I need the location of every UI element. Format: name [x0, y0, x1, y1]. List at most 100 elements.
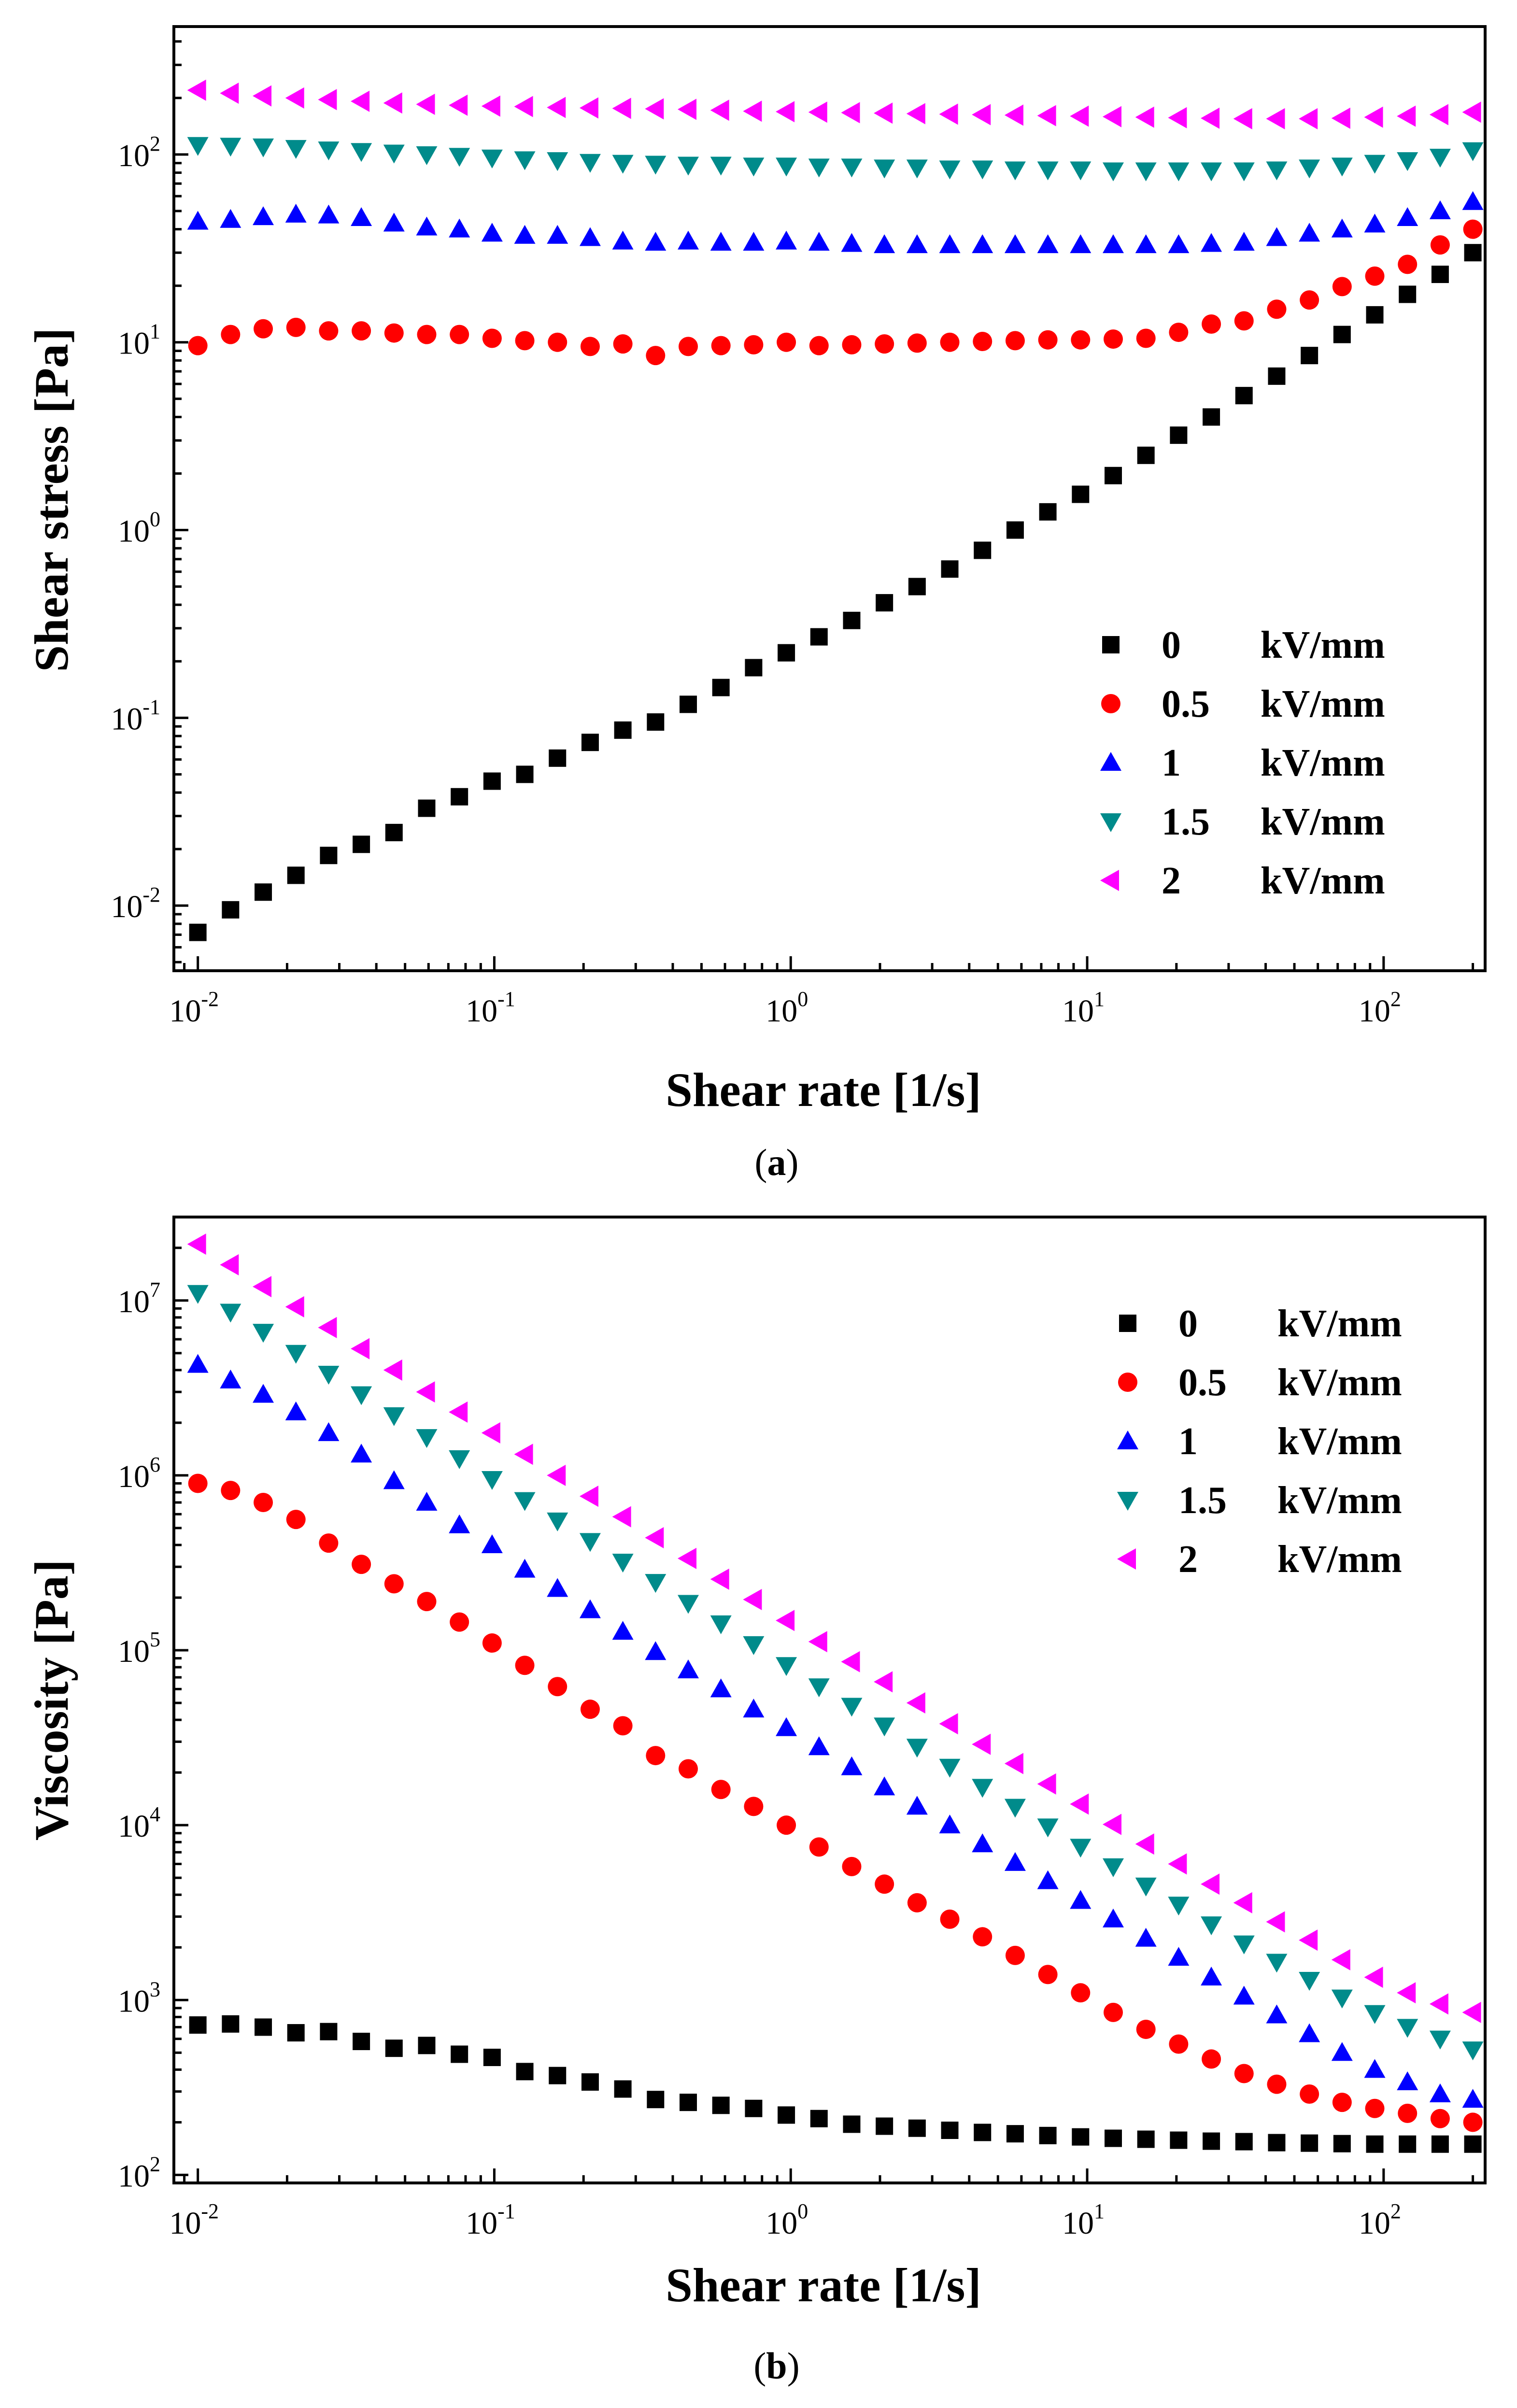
- y-tick-label: 101: [118, 320, 160, 361]
- data-point: [1135, 1877, 1157, 1897]
- data-point: [939, 160, 961, 180]
- data-point: [1006, 521, 1024, 539]
- data-point: [1397, 1982, 1416, 2004]
- data-point: [1233, 1935, 1255, 1955]
- y-tick-label: 105: [118, 1628, 160, 1669]
- data-point: [352, 1555, 371, 1574]
- data-point: [680, 2094, 697, 2111]
- data-point: [450, 1612, 469, 1632]
- data-point: [1266, 2004, 1288, 2024]
- x-tick-label: 102: [1359, 2199, 1401, 2241]
- data-point: [285, 203, 307, 223]
- data-point: [711, 1780, 731, 1799]
- data-point: [1462, 2089, 1484, 2108]
- data-point: [516, 2063, 534, 2081]
- data-point: [810, 2110, 828, 2127]
- data-point: [581, 734, 599, 751]
- legend-marker: [1100, 813, 1121, 832]
- data-point: [1136, 2019, 1156, 2039]
- data-point: [254, 319, 273, 339]
- data-point: [1399, 285, 1417, 303]
- y-axis-label: Viscosity [Pa]: [25, 1559, 78, 1841]
- data-point: [777, 1815, 796, 1835]
- data-point: [843, 2115, 861, 2133]
- data-point: [874, 1671, 893, 1693]
- data-point: [808, 101, 827, 123]
- data-point: [1299, 108, 1318, 129]
- y-tick-label: 106: [118, 1453, 160, 1494]
- data-point: [351, 207, 372, 227]
- data-point: [906, 1692, 925, 1714]
- data-point: [1267, 299, 1287, 319]
- data-point: [351, 143, 372, 162]
- data-point: [876, 2117, 893, 2135]
- data-point: [973, 1927, 992, 1947]
- data-point: [1037, 161, 1059, 181]
- data-point: [353, 2032, 370, 2050]
- data-point: [318, 89, 337, 111]
- data-point: [547, 1464, 566, 1486]
- data-point: [1365, 2098, 1385, 2118]
- data-point: [1333, 2135, 1351, 2153]
- data-point: [1005, 1945, 1025, 1965]
- data-point: [579, 97, 598, 119]
- data-point: [1301, 347, 1319, 365]
- data-point: [1072, 485, 1090, 503]
- data-point: [874, 159, 895, 179]
- legend-label: 0: [1178, 1303, 1198, 1345]
- data-point: [449, 218, 470, 238]
- data-point: [1203, 2132, 1220, 2150]
- data-point: [612, 1621, 634, 1640]
- data-point: [1071, 1983, 1091, 2003]
- data-point: [1300, 290, 1319, 310]
- data-point: [547, 1578, 568, 1597]
- data-point: [906, 234, 928, 254]
- data-point: [1429, 2083, 1451, 2102]
- data-point: [875, 334, 894, 354]
- data-point: [481, 95, 500, 117]
- data-point: [351, 1386, 372, 1405]
- data-point: [1135, 162, 1157, 182]
- data-point: [483, 772, 501, 790]
- data-point: [255, 883, 272, 901]
- legend-unit: kV/mm: [1261, 801, 1385, 843]
- data-point: [777, 332, 796, 352]
- data-point: [612, 1554, 634, 1573]
- data-point: [1102, 1908, 1124, 1927]
- data-point: [514, 1492, 536, 1511]
- legend-marker: [1117, 1548, 1136, 1570]
- data-point: [548, 1677, 567, 1697]
- data-point: [1299, 1972, 1320, 1991]
- data-point: [1202, 2049, 1221, 2069]
- data-point: [418, 799, 436, 817]
- data-point: [416, 1381, 435, 1403]
- y-axis-label: Shear stress [Pa]: [25, 328, 78, 672]
- data-point: [776, 1717, 797, 1736]
- data-point: [1039, 2126, 1057, 2144]
- data-point: [188, 336, 208, 355]
- data-point: [416, 146, 438, 165]
- data-point: [778, 644, 795, 662]
- legend-label: 2: [1178, 1538, 1198, 1581]
- data-point: [1331, 107, 1350, 129]
- data-point: [1136, 328, 1156, 348]
- data-point: [678, 1659, 699, 1679]
- data-point: [222, 901, 240, 919]
- data-point: [579, 1599, 601, 1618]
- data-point: [1006, 2125, 1024, 2143]
- data-point: [940, 1909, 960, 1929]
- x-tick-label: 10-1: [466, 987, 515, 1029]
- data-point: [1331, 1949, 1350, 1970]
- data-point: [1038, 330, 1058, 350]
- data-point: [1135, 1833, 1154, 1855]
- data-point: [221, 1481, 241, 1501]
- data-point: [220, 209, 241, 228]
- data-point: [351, 90, 370, 112]
- data-point: [745, 659, 763, 677]
- data-point: [1168, 1853, 1187, 1875]
- data-point: [515, 1656, 535, 1675]
- data-point: [1431, 2135, 1449, 2153]
- data-point: [678, 156, 699, 176]
- legend-unit: kV/mm: [1261, 742, 1385, 784]
- data-point: [449, 1514, 470, 1533]
